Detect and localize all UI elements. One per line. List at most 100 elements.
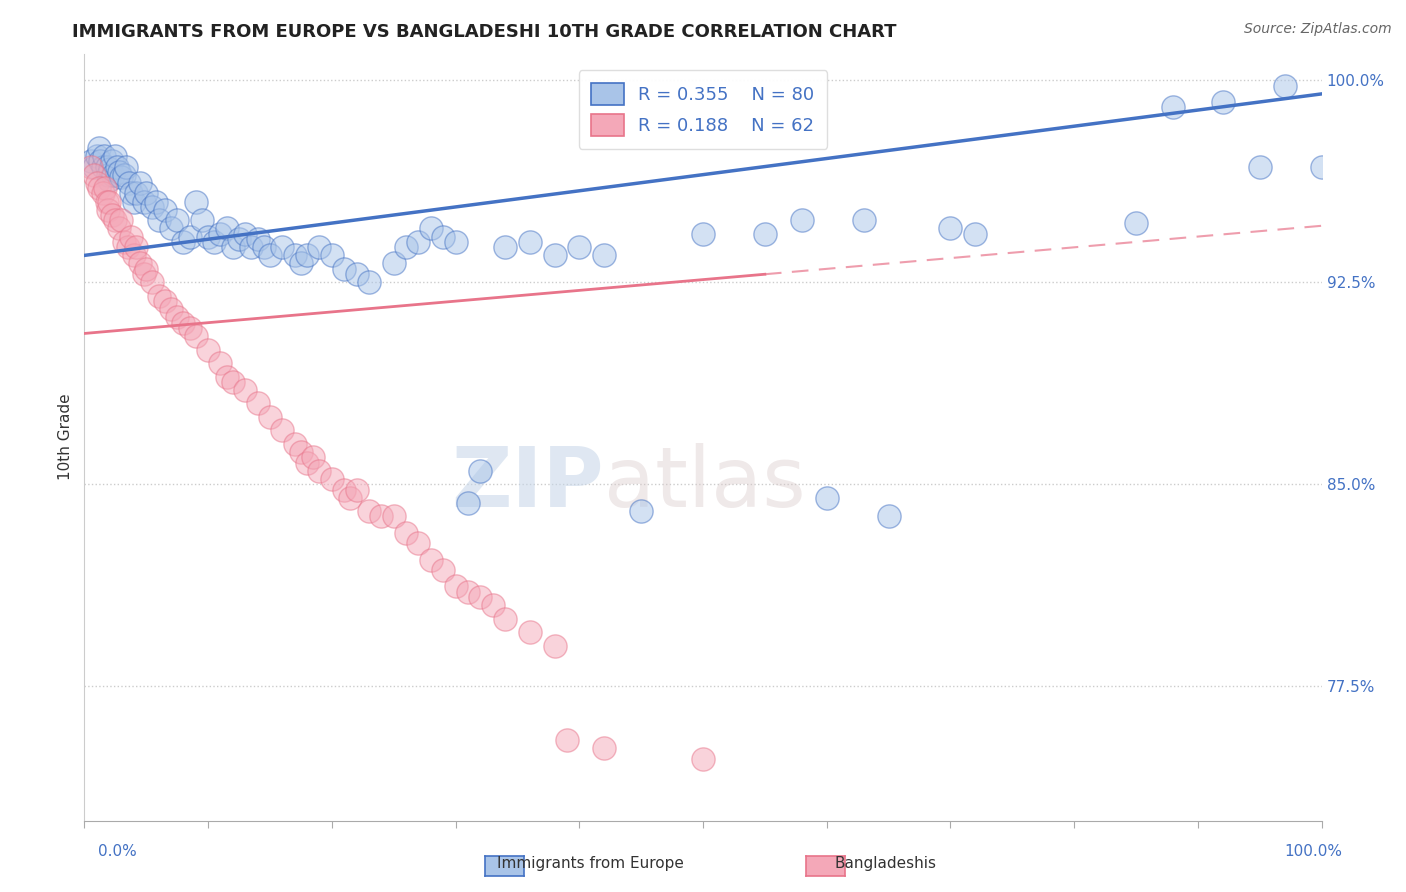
Point: [118, 176, 141, 190]
Point: [122, 194, 145, 209]
Point: [246, 396, 269, 410]
Point: [419, 552, 441, 566]
Point: [125, 186, 148, 201]
Point: [160, 221, 183, 235]
Point: [543, 639, 565, 653]
Point: [271, 240, 294, 254]
Point: [692, 752, 714, 766]
Point: [135, 261, 157, 276]
Point: [333, 261, 356, 276]
Point: [290, 256, 312, 270]
Point: [79, 160, 101, 174]
Point: [91, 186, 114, 201]
Point: [215, 369, 238, 384]
Point: [419, 221, 441, 235]
Point: [568, 240, 591, 254]
Point: [494, 612, 516, 626]
Point: [100, 208, 122, 222]
Point: [246, 232, 269, 246]
Point: [346, 483, 368, 497]
Point: [184, 329, 207, 343]
Point: [357, 275, 380, 289]
Point: [233, 383, 256, 397]
Point: [457, 585, 479, 599]
Point: [481, 599, 503, 613]
Point: [382, 256, 405, 270]
Point: [98, 173, 121, 187]
Point: [593, 248, 616, 262]
Text: ZIP: ZIP: [451, 442, 605, 524]
Point: [172, 316, 194, 330]
Y-axis label: 10th Grade: 10th Grade: [58, 393, 73, 481]
Point: [96, 194, 118, 209]
Point: [86, 176, 108, 190]
Point: [965, 227, 987, 241]
Point: [110, 170, 132, 185]
Point: [104, 149, 127, 163]
Point: [120, 229, 142, 244]
Point: [209, 227, 232, 241]
Text: IMMIGRANTS FROM EUROPE VS BANGLADESHI 10TH GRADE CORRELATION CHART: IMMIGRANTS FROM EUROPE VS BANGLADESHI 10…: [72, 23, 897, 41]
Point: [108, 165, 131, 179]
Point: [1161, 100, 1184, 114]
Legend: R = 0.355    N = 80, R = 0.188    N = 62: R = 0.355 N = 80, R = 0.188 N = 62: [579, 70, 827, 149]
Point: [852, 213, 875, 227]
Point: [519, 625, 541, 640]
Point: [339, 491, 361, 505]
Point: [197, 343, 219, 357]
Point: [308, 240, 330, 254]
Point: [83, 168, 105, 182]
Point: [357, 504, 380, 518]
Point: [110, 213, 132, 227]
Point: [100, 154, 122, 169]
Text: Immigrants from Europe: Immigrants from Europe: [498, 856, 683, 871]
Point: [1249, 160, 1271, 174]
Point: [202, 235, 225, 249]
Point: [408, 235, 430, 249]
Point: [166, 213, 188, 227]
Text: atlas: atlas: [605, 442, 806, 524]
Point: [444, 235, 467, 249]
Point: [98, 162, 121, 177]
Point: [228, 232, 250, 246]
Point: [135, 186, 157, 201]
Point: [209, 356, 232, 370]
Point: [89, 181, 111, 195]
Point: [172, 235, 194, 249]
Point: [222, 375, 245, 389]
Point: [470, 591, 492, 605]
Point: [184, 194, 207, 209]
Text: 100.0%: 100.0%: [1285, 845, 1343, 859]
Point: [790, 213, 813, 227]
Point: [94, 181, 117, 195]
Point: [630, 504, 652, 518]
Point: [1310, 160, 1333, 174]
Point: [117, 240, 139, 254]
Point: [321, 248, 343, 262]
Text: 0.0%: 0.0%: [98, 845, 138, 859]
Point: [333, 483, 356, 497]
Point: [122, 248, 145, 262]
Point: [215, 221, 238, 235]
Point: [120, 186, 142, 201]
Point: [129, 176, 152, 190]
Point: [1274, 78, 1296, 93]
Point: [432, 563, 454, 577]
Point: [284, 248, 307, 262]
Point: [1125, 216, 1147, 230]
Point: [457, 496, 479, 510]
Point: [97, 168, 120, 182]
Point: [197, 229, 219, 244]
Point: [408, 536, 430, 550]
Point: [555, 732, 578, 747]
Point: [86, 149, 108, 163]
Point: [1212, 95, 1234, 109]
Point: [939, 221, 962, 235]
Point: [132, 194, 155, 209]
Point: [271, 423, 294, 437]
Point: [295, 248, 318, 262]
Point: [179, 229, 201, 244]
Point: [321, 472, 343, 486]
Point: [815, 491, 838, 505]
Point: [470, 464, 492, 478]
